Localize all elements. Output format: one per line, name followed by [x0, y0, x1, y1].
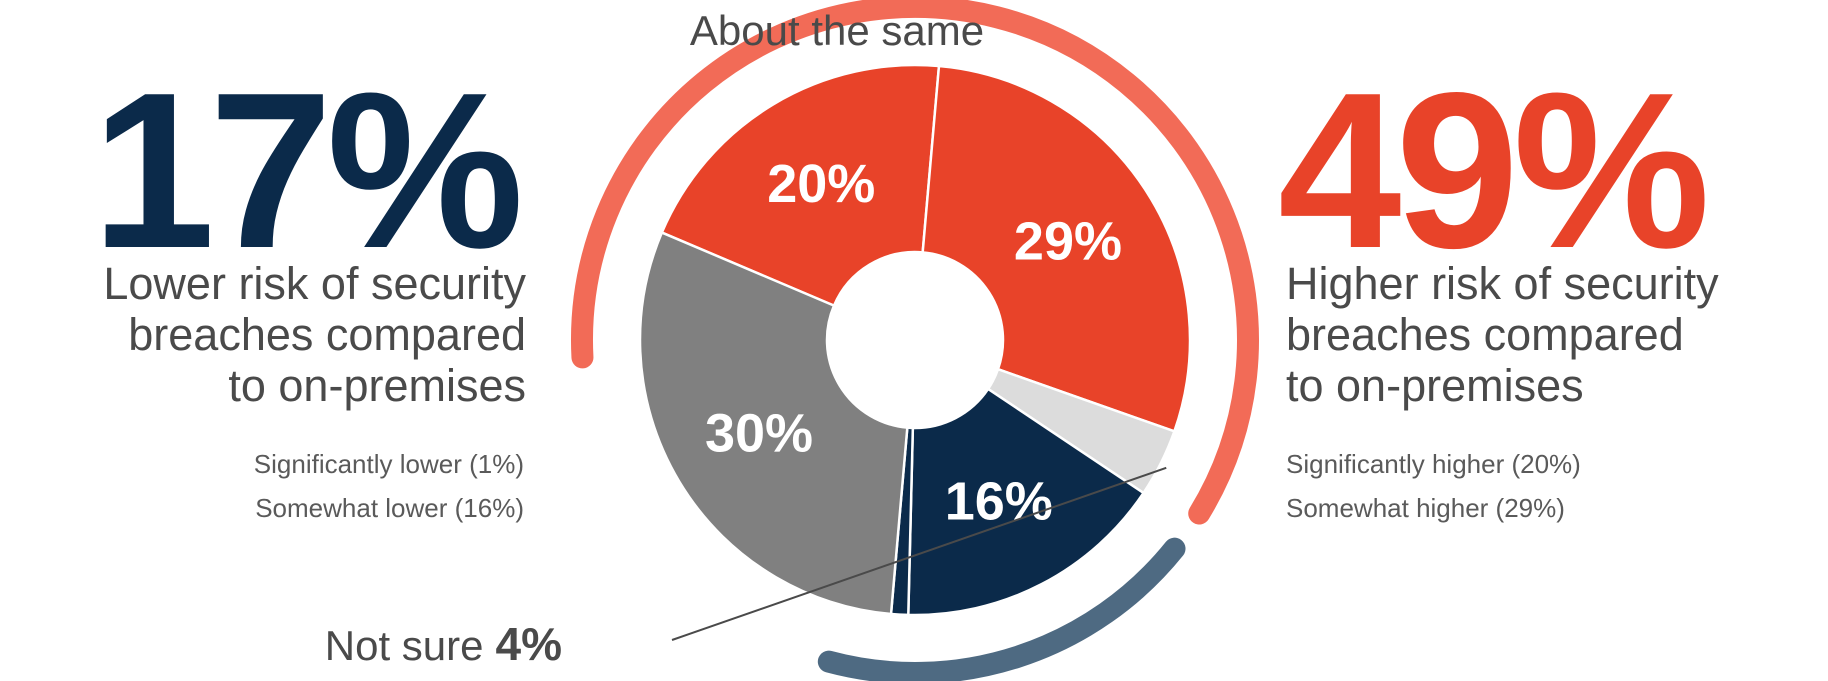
- left-sub-line-1: Significantly lower (1%): [253, 449, 524, 479]
- left-desc-line-3: to on-premises: [228, 360, 526, 411]
- slice-some-higher: [921, 64, 1192, 433]
- left-desc-line-2: breaches compared: [128, 309, 526, 360]
- slice-some-lower: [907, 387, 1146, 617]
- slice-label-some-lower: 16%: [945, 472, 1053, 532]
- slice-label-sig-higher: 20%: [767, 154, 875, 214]
- not-sure-leader-line: [671, 466, 1167, 641]
- slice-sig-higher: [660, 63, 941, 308]
- bracket-arcs: [571, 0, 1259, 681]
- about-same-label: About the same: [690, 7, 984, 54]
- left-desc-line-1: Lower risk of security: [103, 258, 526, 309]
- slice-label-some-higher: 29%: [1014, 211, 1122, 271]
- slice-label-same: 30%: [705, 404, 813, 464]
- right-sub-line-1: Significantly higher (20%): [1286, 449, 1581, 479]
- left-breakdown: Significantly lower (1%) Somewhat lower …: [254, 442, 524, 530]
- right-headline: 49%: [1278, 47, 1710, 295]
- donut-slices: [638, 63, 1192, 617]
- left-description: Lower risk of security breaches compared…: [103, 258, 526, 411]
- not-sure-label: Not sure 4%: [325, 618, 562, 670]
- not-sure-text: Not sure: [325, 622, 484, 669]
- right-description: Higher risk of security breaches compare…: [1286, 258, 1719, 411]
- right-desc-line-1: Higher risk of security: [1286, 258, 1719, 309]
- left-sub-line-2: Somewhat lower (16%): [255, 493, 524, 523]
- slice-labels: 20% 29% 16% 30%: [705, 154, 1122, 532]
- right-desc-line-3: to on-premises: [1286, 360, 1584, 411]
- lower-risk-arc: [817, 537, 1186, 681]
- right-breakdown: Significantly higher (20%) Somewhat high…: [1286, 442, 1581, 530]
- slice-same: [638, 230, 909, 616]
- higher-risk-arc: [571, 0, 1259, 525]
- left-headline: 17%: [91, 47, 524, 295]
- right-sub-line-2: Somewhat higher (29%): [1286, 493, 1565, 523]
- right-desc-line-2: breaches compared: [1286, 309, 1684, 360]
- not-sure-value: 4%: [496, 618, 562, 670]
